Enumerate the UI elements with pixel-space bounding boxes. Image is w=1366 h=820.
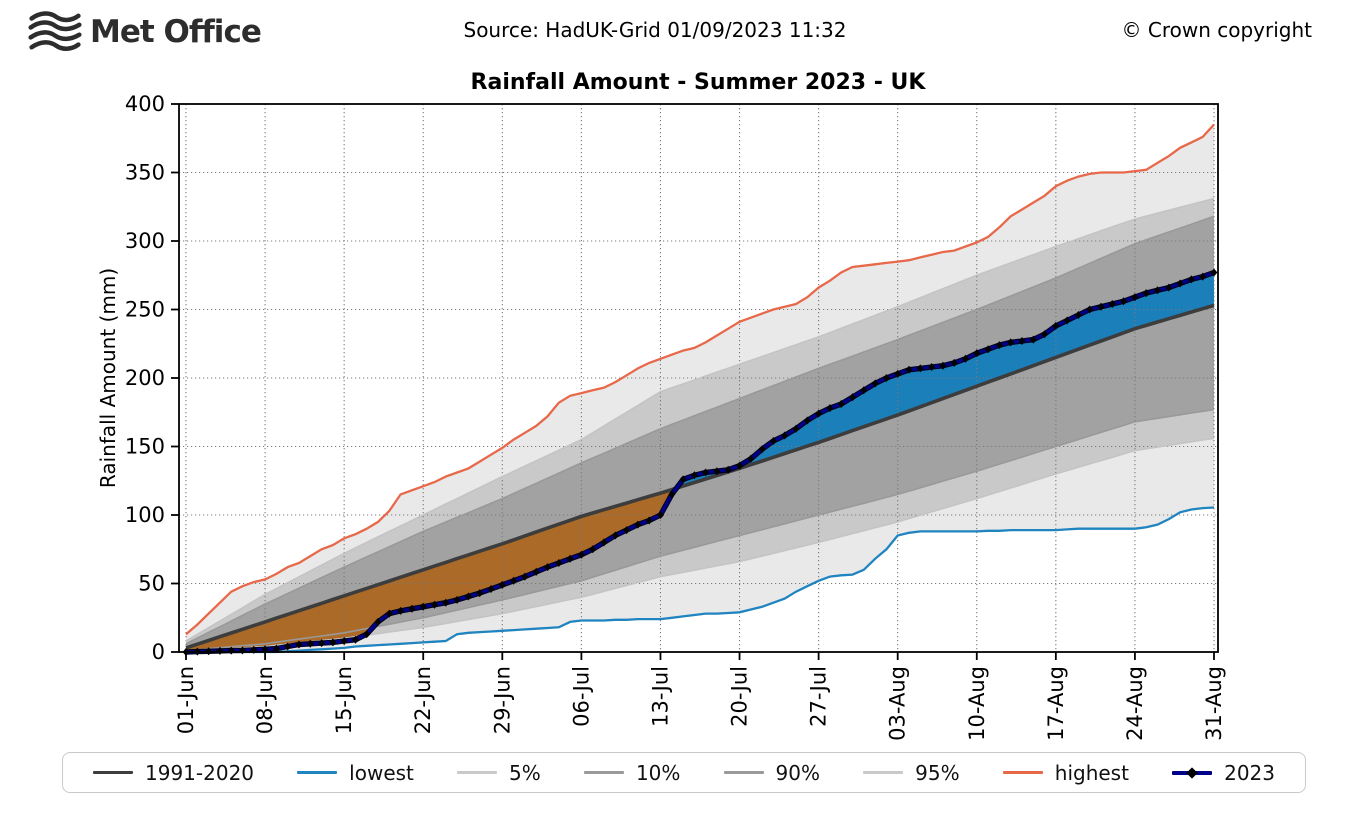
- y-tick-label: 400: [125, 92, 165, 116]
- x-tick-label: 03-Aug: [886, 666, 910, 741]
- x-tick-label: 06-Jul: [569, 666, 593, 727]
- line-1991-2020-average: [185, 303, 1215, 650]
- legend-item-90-: 90%: [723, 760, 820, 785]
- legend-line-swatch: [457, 771, 498, 774]
- legend-line-swatch: [863, 771, 904, 774]
- logo-text: Met Office: [90, 14, 262, 50]
- x-tick-label: 08-Jun: [253, 666, 277, 734]
- met-office-logo: Met Office: [28, 10, 262, 54]
- y-tick-label: 0: [152, 640, 165, 664]
- x-tick-label: 17-Aug: [1044, 666, 1068, 741]
- line-lowest: [186, 506, 1215, 654]
- fill-2023-below-average: [186, 305, 1214, 652]
- met-office-waves-icon: [28, 11, 82, 52]
- y-tick-label: 150: [125, 435, 165, 459]
- copyright-text: © Crown copyright: [1121, 18, 1313, 42]
- legend-item-95-: 95%: [863, 760, 960, 785]
- x-tick-label: 13-Jul: [648, 666, 672, 727]
- legend-line-swatch: [1002, 771, 1043, 774]
- legend-label: 1991-2020: [145, 760, 255, 785]
- legend-label: 5%: [509, 760, 541, 785]
- x-tick-label: 22-Jun: [411, 666, 435, 734]
- line-highest: [185, 123, 1215, 636]
- legend-label: 95%: [915, 760, 960, 785]
- y-tick-label: 250: [125, 298, 165, 322]
- y-tick-label: 200: [125, 366, 165, 390]
- x-tick-label: 10-Aug: [965, 666, 989, 741]
- legend-item-lowest: lowest: [297, 761, 414, 785]
- legend-item-2023: 2023: [1172, 761, 1275, 785]
- fill-2023-above-average: [186, 272, 1214, 648]
- chart-legend: 1991-2020 lowest 5% 10% 90% 95% highest 2023: [62, 752, 1306, 793]
- legend-item-5-: 5%: [457, 761, 541, 785]
- legend-label: lowest: [349, 760, 414, 785]
- x-tick-label: 24-Aug: [1123, 666, 1147, 741]
- legend-line-swatch: [1172, 766, 1213, 779]
- y-tick-label: 350: [125, 161, 165, 185]
- chart-title: Rainfall Amount - Summer 2023 - UK: [470, 70, 926, 95]
- band-10-90: [186, 216, 1214, 651]
- legend-line-swatch: [93, 771, 133, 774]
- legend-diamond-marker-icon: [1186, 766, 1198, 779]
- x-tick-label: 29-Jun: [490, 666, 514, 734]
- legend-item-10-: 10%: [583, 760, 681, 785]
- legend-line-swatch: [723, 771, 764, 774]
- legend-label: 90%: [775, 760, 820, 785]
- y-tick-label: 50: [138, 572, 165, 596]
- x-tick-label: 31-Aug: [1202, 666, 1226, 741]
- legend-item-1991-2020: 1991-2020: [93, 761, 254, 785]
- legend-label: 10%: [635, 760, 681, 785]
- legend-line-swatch: [297, 771, 338, 774]
- x-tick-label: 27-Jul: [807, 666, 831, 727]
- line-90pct: [185, 215, 1215, 645]
- y-tick-label: 100: [125, 503, 165, 527]
- y-tick-label: 300: [125, 229, 165, 253]
- legend-item-highest: highest: [1002, 760, 1129, 785]
- x-tick-label: 20-Jul: [728, 666, 752, 727]
- line-95pct: [185, 197, 1215, 642]
- line-10pct: [185, 408, 1215, 652]
- legend-line-swatch: [583, 771, 624, 774]
- legend-label: highest: [1054, 760, 1129, 785]
- x-tick-label: 15-Jun: [332, 666, 356, 734]
- x-tick-label: 01-Jun: [174, 666, 198, 734]
- source-text: Source: HadUK-Grid 01/09/2023 11:32: [463, 18, 847, 42]
- legend-label: 2023: [1224, 760, 1275, 785]
